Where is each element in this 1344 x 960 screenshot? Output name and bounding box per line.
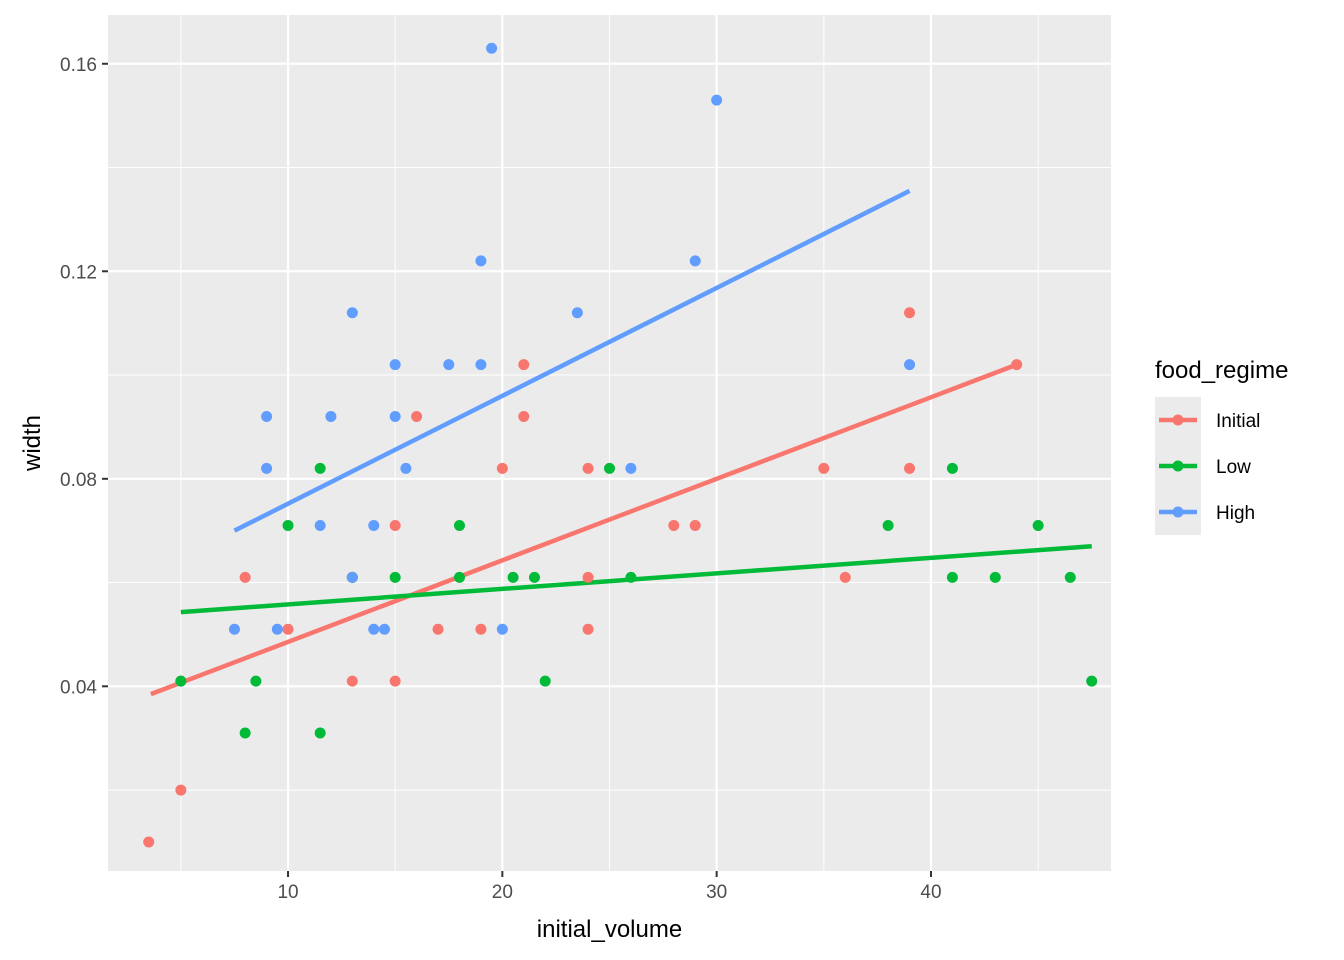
data-point-low [1086,675,1098,687]
data-point-high [346,571,358,583]
data-point-initial [668,519,680,531]
data-point-initial [411,411,423,423]
data-point-initial [518,359,530,371]
data-point-low [239,727,251,739]
data-point-high [625,462,637,474]
data-point-high [314,519,326,531]
data-point-initial [389,675,401,687]
grid-minor [108,15,1111,871]
data-point-initial [239,571,251,583]
legend: food_regime Initial Low High [1155,357,1288,535]
fit-line-low [180,543,1092,615]
data-point-initial [582,462,594,474]
data-point-high [271,623,283,635]
legend-title: food_regime [1155,357,1288,384]
data-point-low [453,519,465,531]
x-tick-label: 40 [920,882,941,903]
legend-key-point-initial [1172,414,1184,426]
data-point-initial [904,307,916,319]
data-point-initial [904,462,916,474]
data-point-initial [175,784,187,796]
legend-label-initial: Initial [1216,411,1260,432]
x-axis-title: initial_volume [537,916,682,943]
fit-lines [150,188,1092,697]
y-tick-label: 0.16 [60,55,97,76]
data-point-initial [818,462,830,474]
data-point-low [314,727,326,739]
data-point-initial [432,623,444,635]
data-point-high [711,94,723,106]
data-point-initial [389,519,401,531]
data-point-initial [282,623,294,635]
y-tick-label: 0.04 [60,677,97,698]
data-point-high [496,623,508,635]
data-point-low [175,675,187,687]
data-point-initial [143,836,155,848]
data-point-high [571,307,583,319]
data-point-high [443,359,455,371]
data-point-high [400,462,412,474]
x-tick-label: 20 [492,882,513,903]
y-axis-title: width [19,415,46,472]
data-point-high [475,255,487,267]
grid-major [108,15,1111,871]
data-point-high [346,307,358,319]
data-point-high [475,359,487,371]
legend-label-high: High [1216,503,1255,524]
data-point-high [261,462,273,474]
legend-key-point-high [1172,506,1184,518]
data-point-low [250,675,262,687]
legend-label-low: Low [1216,457,1251,478]
fit-line-high [233,188,911,533]
data-point-initial [582,571,594,583]
data-point-low [882,519,894,531]
y-tick-label: 0.12 [60,262,97,283]
x-tick-label: 30 [706,882,727,903]
data-point-initial [496,462,508,474]
data-point-low [1032,519,1044,531]
data-point-high [368,519,380,531]
data-point-low [314,462,326,474]
data-point-high [368,623,380,635]
data-point-low [282,519,294,531]
data-points [143,42,1098,848]
data-point-low [528,571,540,583]
data-point-low [625,571,637,583]
y-tick-label: 0.08 [60,470,97,491]
data-point-high [325,411,337,423]
data-point-initial [582,623,594,635]
data-point-low [389,571,401,583]
data-point-low [1064,571,1076,583]
data-point-high [689,255,701,267]
y-axis-ticks: 0.04 0.08 0.12 0.16 [60,55,108,698]
x-axis-ticks: 10 20 30 40 [277,871,942,903]
data-point-low [946,571,958,583]
data-point-initial [475,623,487,635]
legend-keys: Initial Low High [1155,397,1260,535]
data-point-high [389,359,401,371]
data-point-initial [518,411,530,423]
data-point-low [604,462,615,474]
data-point-initial [346,675,358,687]
data-point-high [378,623,390,635]
data-point-high [486,42,498,54]
data-point-low [453,571,465,583]
data-point-low [946,462,958,474]
data-point-low [507,571,519,583]
data-point-initial [1011,359,1023,371]
x-tick-label: 10 [277,882,298,903]
data-point-initial [839,571,851,583]
fit-line-initial [150,362,1018,697]
data-point-initial [689,519,701,531]
legend-key-point-low [1172,460,1184,472]
data-point-high [261,411,273,423]
data-point-high [228,623,240,635]
data-point-high [389,411,401,423]
data-point-high [904,359,916,371]
data-point-low [989,571,1001,583]
data-point-low [539,675,551,687]
